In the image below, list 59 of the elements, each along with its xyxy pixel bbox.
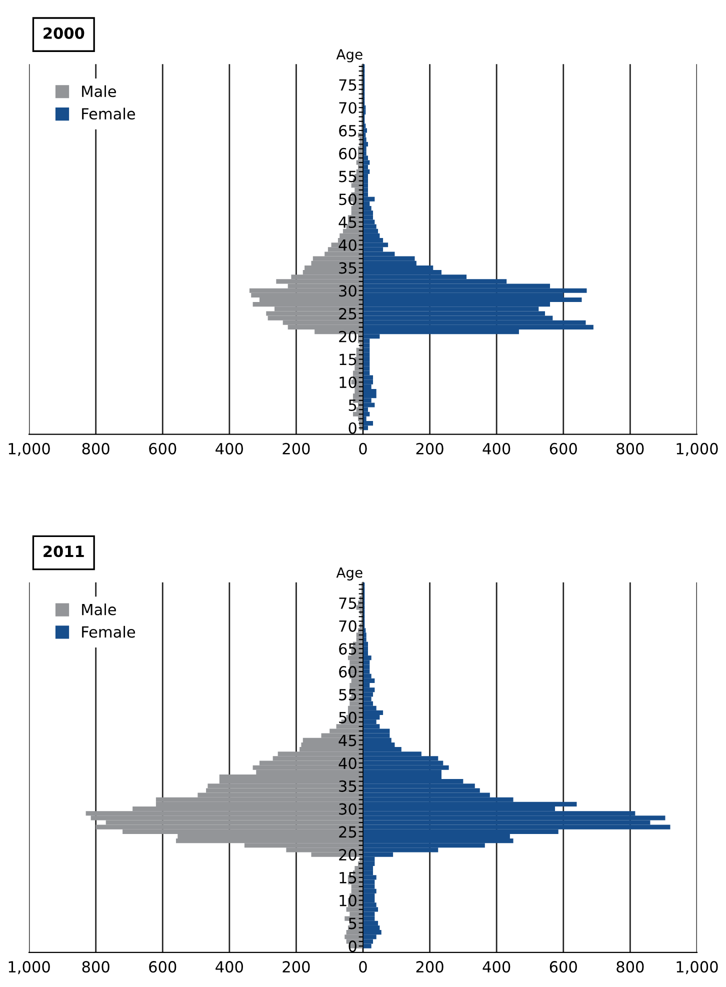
y-tick-label: 70 xyxy=(339,102,356,114)
y-tick-label: 35 xyxy=(339,780,356,792)
x-tick-label: 600 xyxy=(550,442,577,454)
y-tick-label: 75 xyxy=(339,598,356,609)
y-tick-label: 5 xyxy=(348,400,356,412)
x-tick-label: 600 xyxy=(149,442,176,454)
y-tick-label: 10 xyxy=(340,376,356,388)
x-tick-label: 0 xyxy=(359,961,367,973)
y-tick-label: 55 xyxy=(339,170,356,182)
y-tick-label: 60 xyxy=(339,666,356,678)
x-tick-label: 200 xyxy=(416,961,444,973)
y-tick-label: 70 xyxy=(339,620,356,632)
y-tick-label: 10 xyxy=(340,894,356,906)
x-tick-label: 200 xyxy=(282,442,310,454)
y-tick-label: 65 xyxy=(339,643,356,655)
x-tick-label: 400 xyxy=(216,442,243,454)
chart-title: 2011 xyxy=(44,546,84,558)
x-tick-label: 0 xyxy=(359,442,367,454)
chart-title: 2000 xyxy=(44,27,84,39)
x-tick-label: 1,000 xyxy=(676,442,718,456)
y-tick-label: 0 xyxy=(348,422,356,434)
x-tick-label: 800 xyxy=(616,961,644,973)
x-tick-label: 800 xyxy=(82,961,110,973)
x-tick-label: 200 xyxy=(282,961,310,973)
x-tick-label: 1,000 xyxy=(8,442,50,456)
y-tick-label: 20 xyxy=(339,330,356,342)
x-tick-label: 600 xyxy=(149,961,176,973)
y-tick-label: 30 xyxy=(339,285,356,297)
y-tick-label: 45 xyxy=(338,734,356,746)
y-tick-label: 45 xyxy=(338,216,356,228)
x-tick-label: 1,000 xyxy=(676,961,718,974)
y-axis-title: Age xyxy=(336,567,362,580)
x-tick-label: 400 xyxy=(216,961,243,973)
y-axis-title: Age xyxy=(336,49,362,62)
x-tick-label: 800 xyxy=(616,442,644,454)
legend-label: Male xyxy=(82,603,116,616)
y-tick-label: 15 xyxy=(340,872,356,884)
y-tick-label: 15 xyxy=(340,354,356,366)
y-tick-label: 35 xyxy=(339,262,356,274)
y-tick-label: 40 xyxy=(338,758,356,770)
y-tick-label: 50 xyxy=(339,194,356,206)
x-tick-label: 400 xyxy=(482,442,510,454)
x-tick-label: 400 xyxy=(482,961,510,973)
legend-label: Female xyxy=(82,626,136,638)
y-tick-label: 5 xyxy=(348,918,356,930)
y-tick-label: 40 xyxy=(338,239,356,251)
y-tick-label: 65 xyxy=(339,124,356,137)
legend-label: Male xyxy=(82,85,116,98)
y-tick-label: 55 xyxy=(339,689,356,700)
y-tick-label: 30 xyxy=(339,803,356,815)
y-tick-label: 60 xyxy=(339,148,356,160)
y-tick-label: 25 xyxy=(339,826,356,838)
x-tick-label: 1,000 xyxy=(8,961,50,974)
x-tick-label: 200 xyxy=(416,442,444,454)
x-tick-label: 800 xyxy=(82,442,110,454)
legend-label: Female xyxy=(82,108,136,120)
x-tick-label: 600 xyxy=(550,961,577,973)
y-tick-label: 25 xyxy=(339,308,356,320)
y-tick-label: 75 xyxy=(339,79,356,91)
